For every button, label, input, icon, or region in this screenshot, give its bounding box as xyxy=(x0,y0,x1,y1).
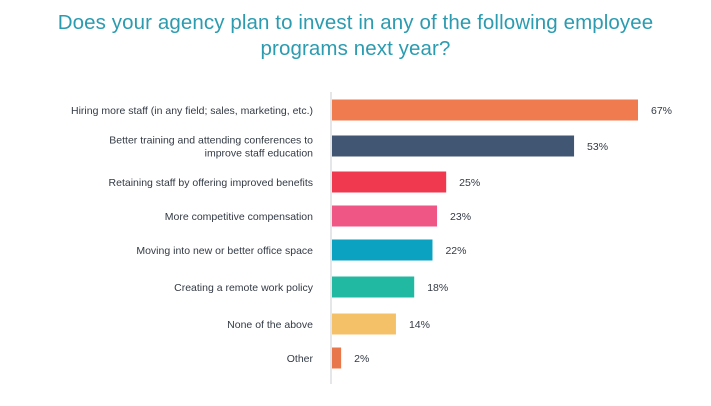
category-label-8: Other xyxy=(287,353,314,365)
value-label-3: 25% xyxy=(459,177,480,189)
bar-3 xyxy=(332,171,447,193)
bar-5 xyxy=(332,239,433,261)
value-label-5: 22% xyxy=(445,245,466,257)
chart-title-line-1: Does your agency plan to invest in any o… xyxy=(57,11,654,34)
category-label-2-line-2: improve staff education xyxy=(205,148,314,160)
category-label-3: Retaining staff by offering improved ben… xyxy=(109,177,313,189)
category-label-1: Hiring more staff (in any field; sales, … xyxy=(71,105,313,117)
value-label-2: 53% xyxy=(587,141,608,153)
bar-series: 67% Hiring more staff (in any field; sale… xyxy=(71,99,672,369)
chart-title: Does your agency plan to invest in any o… xyxy=(0,10,711,62)
category-label-4: More competitive compensation xyxy=(165,211,313,223)
value-label-6: 18% xyxy=(427,282,448,294)
bar-1 xyxy=(332,99,638,121)
value-label-7: 14% xyxy=(409,319,430,331)
value-label-4: 23% xyxy=(450,211,471,223)
chart-title-line-2: programs next year? xyxy=(260,37,451,60)
category-label-6: Creating a remote work policy xyxy=(174,282,314,294)
category-label-5: Moving into new or better office space xyxy=(136,245,313,257)
category-label-7: None of the above xyxy=(227,319,313,331)
value-label-1: 67% xyxy=(651,105,672,117)
category-label-2-line-1: Better training and attending conference… xyxy=(109,135,313,147)
bar-8 xyxy=(332,347,342,369)
bar-4 xyxy=(332,205,438,227)
value-label-8: 2% xyxy=(354,353,369,365)
bar-6 xyxy=(332,276,415,298)
bar-2 xyxy=(332,135,575,157)
bar-7 xyxy=(332,313,396,335)
